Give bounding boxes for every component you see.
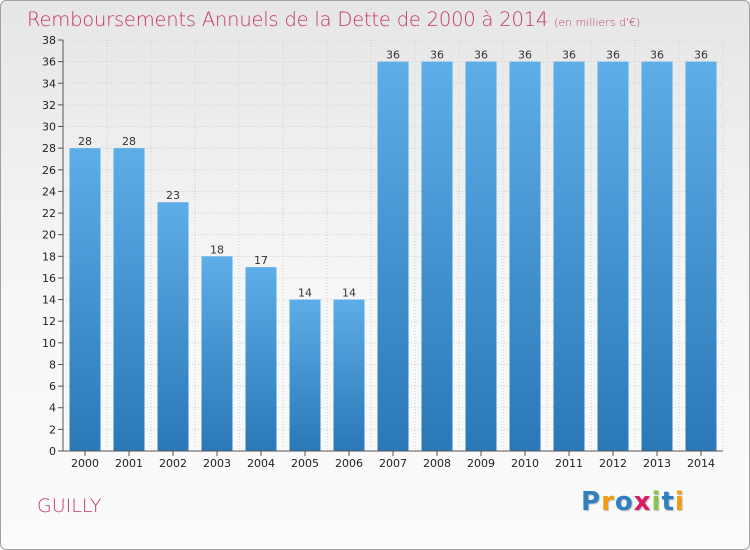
y-tick-label: 36 — [42, 56, 56, 69]
bar[interactable] — [289, 299, 321, 451]
y-tick-label: 8 — [49, 358, 56, 371]
logo-letter: i — [651, 487, 662, 517]
x-tick-label: 2001 — [115, 457, 143, 470]
y-tick-label: 20 — [42, 229, 56, 242]
y-tick-label: 14 — [42, 294, 56, 307]
logo-letter: r — [601, 487, 615, 517]
x-tick-label: 2006 — [335, 457, 363, 470]
data-label: 14 — [298, 287, 312, 300]
x-tick-label: 2011 — [555, 457, 583, 470]
bar[interactable] — [69, 148, 101, 451]
bar[interactable] — [157, 202, 189, 451]
data-label: 36 — [694, 49, 708, 62]
bar[interactable] — [509, 61, 541, 451]
bar[interactable] — [201, 256, 233, 451]
data-label: 36 — [518, 49, 532, 62]
bar[interactable] — [421, 61, 453, 451]
data-label: 36 — [606, 49, 620, 62]
y-tick-label: 32 — [42, 99, 56, 112]
x-tick-label: 2000 — [71, 457, 99, 470]
logo-letter: i — [674, 487, 685, 517]
x-tick-label: 2013 — [643, 457, 671, 470]
y-tick-label: 24 — [42, 185, 56, 198]
bar[interactable] — [113, 148, 145, 451]
logo-letter: P — [581, 487, 602, 517]
y-tick-label: 2 — [49, 423, 56, 436]
x-tick-labels: 2000 2001 2002 2003 2004 2005 2006 2007 2008 2009… — [71, 457, 715, 470]
y-tick-label: 30 — [42, 121, 56, 134]
bar[interactable] — [333, 299, 365, 451]
bar[interactable] — [377, 61, 409, 451]
commune-name: GUILLY — [37, 495, 102, 517]
chart-unit: (en milliers d'€) — [554, 16, 641, 29]
y-tick-label: 38 — [42, 34, 56, 47]
data-label: 36 — [430, 49, 444, 62]
data-label: 36 — [386, 49, 400, 62]
logo-letter: x — [633, 487, 652, 517]
proxiti-logo[interactable]: Proxiti — [581, 487, 685, 517]
data-labels: 28 28 23 18 17 14 14 36 36 36 36 36 36 36 36 — [78, 49, 708, 300]
bar[interactable] — [465, 61, 497, 451]
y-tick-label: 0 — [49, 445, 56, 458]
data-label: 14 — [342, 287, 356, 300]
data-label: 28 — [122, 135, 136, 148]
y-tick-label: 4 — [49, 402, 56, 415]
y-tick-label: 16 — [42, 272, 56, 285]
y-tick-label: 18 — [42, 250, 56, 263]
chart-title: Remboursements Annuels de la Dette de 20… — [27, 8, 640, 31]
y-tick-label: 10 — [42, 337, 56, 350]
bar[interactable] — [685, 61, 717, 451]
bars — [69, 61, 717, 451]
x-tick-label: 2003 — [203, 457, 231, 470]
data-label: 36 — [650, 49, 664, 62]
x-tick-label: 2008 — [423, 457, 451, 470]
x-tick-label: 2005 — [291, 457, 319, 470]
y-tick-label: 12 — [42, 315, 56, 328]
logo-letter: o — [614, 487, 634, 517]
data-label: 18 — [210, 243, 224, 256]
logo-letter: t — [661, 487, 675, 517]
bar[interactable] — [553, 61, 585, 451]
x-tick-label: 2010 — [511, 457, 539, 470]
x-tick-label: 2009 — [467, 457, 495, 470]
y-tick-label: 22 — [42, 207, 56, 220]
y-tick-label: 34 — [42, 77, 56, 90]
bar[interactable] — [597, 61, 629, 451]
y-tick-label: 26 — [42, 164, 56, 177]
axes — [58, 39, 723, 456]
x-tick-label: 2004 — [247, 457, 275, 470]
chart-title-text: Remboursements Annuels de la Dette de 20… — [27, 8, 549, 31]
x-tick-label: 2007 — [379, 457, 407, 470]
data-label: 23 — [166, 189, 180, 202]
data-label: 28 — [78, 135, 92, 148]
x-tick-label: 2014 — [687, 457, 715, 470]
data-label: 36 — [562, 49, 576, 62]
y-tick-label: 6 — [49, 380, 56, 393]
bar[interactable] — [641, 61, 673, 451]
y-tick-label: 28 — [42, 142, 56, 155]
data-label: 17 — [254, 254, 268, 267]
data-label: 36 — [474, 49, 488, 62]
bar[interactable] — [245, 267, 277, 451]
x-tick-label: 2002 — [159, 457, 187, 470]
x-tick-label: 2012 — [599, 457, 627, 470]
